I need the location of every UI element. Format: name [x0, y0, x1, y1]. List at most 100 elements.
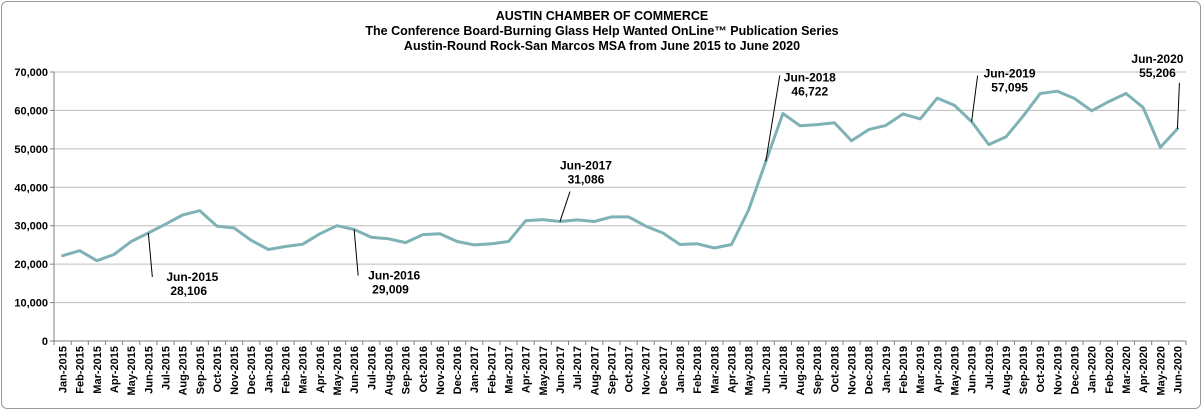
annotation-value: 46,722: [791, 84, 828, 98]
annotation-value: 31,086: [568, 173, 605, 187]
y-tick-label: 70,000: [14, 67, 48, 79]
y-tick-label: 50,000: [14, 144, 48, 156]
x-tick-label: May-2016: [332, 346, 344, 396]
x-tick-label: Apr-2018: [726, 346, 738, 393]
x-tick-label: Aug-2018: [795, 346, 807, 396]
y-tick-label: 0: [42, 336, 48, 348]
chart-subtitle-region: Austin-Round Rock-San Marcos MSA from Ju…: [403, 39, 801, 53]
x-tick-label: Dec-2017: [658, 346, 670, 394]
chart-titles: AUSTIN CHAMBER OF COMMERCE The Conferenc…: [0, 9, 1204, 54]
x-tick-label: Feb-2019: [898, 346, 910, 394]
x-tick-label: Dec-2018: [864, 346, 876, 394]
x-tick-label: Jan-2015: [58, 346, 70, 393]
y-tick-label: 10,000: [14, 298, 48, 310]
annotation-label: Jun-2015: [166, 270, 218, 284]
x-tick-label: Apr-2020: [1138, 346, 1150, 393]
annotation-value: 57,095: [991, 81, 1028, 95]
x-tick-label: Oct-2019: [1035, 346, 1047, 392]
x-tick-label: Sep-2019: [1018, 346, 1030, 394]
chart-title: AUSTIN CHAMBER OF COMMERCE: [495, 9, 709, 23]
x-tick-label: Jan-2020: [1087, 346, 1099, 393]
annotation-leader-line: [765, 75, 781, 162]
x-tick-label: Aug-2016: [383, 346, 395, 396]
chart-subtitle: The Conference Board-Burning Glass Help …: [365, 24, 839, 38]
x-tick-label: Aug-2017: [589, 346, 601, 396]
x-tick-label: Sep-2018: [812, 346, 824, 394]
annotation-leader-line: [353, 229, 359, 276]
x-tick-label: Apr-2017: [521, 346, 533, 393]
x-tick-label: Feb-2018: [692, 346, 704, 394]
x-tick-label: Aug-2015: [178, 346, 190, 396]
x-tick-label: Nov-2016: [435, 346, 447, 395]
x-tick-label: Jun-2018: [761, 346, 773, 394]
annotation-label: Jun-2019: [984, 67, 1036, 81]
x-tick-label: Mar-2017: [504, 346, 516, 394]
x-tick-label: Feb-2017: [486, 346, 498, 394]
y-tick-label: 20,000: [14, 259, 48, 271]
annotation-label: Jun-2020: [1131, 52, 1183, 66]
x-tick-label: Oct-2015: [212, 346, 224, 392]
x-axis-ticks: Jan-2015 Feb-2015 Mar-2015 Apr-2015 May-2015…: [53, 341, 1187, 396]
x-tick-label: Nov-2018: [847, 346, 859, 395]
x-tick-label: Mar-2015: [92, 346, 104, 394]
annotation-label: Jun-2017: [560, 159, 612, 173]
x-tick-label: Oct-2018: [829, 346, 841, 392]
x-tick-label: Jul-2015: [160, 346, 172, 390]
annotation-leader-line: [971, 75, 979, 122]
x-tick-label: Aug-2019: [1001, 346, 1013, 396]
x-tick-label: May-2020: [1155, 346, 1167, 396]
series-line: [61, 89, 1179, 263]
x-tick-label: Jul-2019: [984, 346, 996, 390]
x-tick-label: Jul-2016: [366, 346, 378, 390]
annotation-leader-line: [147, 232, 153, 278]
annotation-value: 28,106: [170, 284, 207, 298]
x-tick-label: Jun-2015: [143, 346, 155, 394]
x-tick-label: Mar-2016: [298, 346, 310, 394]
x-tick-label: Jun-2020: [1172, 346, 1184, 394]
series: [61, 89, 1179, 263]
x-tick-label: Feb-2020: [1104, 346, 1116, 394]
x-tick-label: May-2018: [744, 346, 756, 396]
x-tick-label: Jun-2017: [555, 346, 567, 394]
x-tick-label: Mar-2019: [915, 346, 927, 394]
y-tick-label: 60,000: [14, 105, 48, 117]
y-axis-ticks: 0 10,000 20,000 30,000 40,000 50,000 60,000 70,…: [14, 67, 54, 348]
x-tick-label: Sep-2016: [401, 346, 413, 394]
x-tick-label: Apr-2015: [109, 346, 121, 393]
annotation-label: Jun-2018: [784, 70, 836, 84]
x-tick-label: Feb-2016: [281, 346, 293, 394]
x-tick-label: Jun-2019: [967, 346, 979, 394]
annotation-value: 29,009: [372, 283, 409, 297]
axes: [53, 72, 1186, 342]
y-tick-label: 30,000: [14, 221, 48, 233]
x-tick-label: Sep-2017: [606, 346, 618, 394]
x-tick-label: Jan-2018: [675, 346, 687, 393]
x-tick-label: May-2019: [949, 346, 961, 396]
gridlines: [54, 71, 1186, 304]
x-tick-label: Sep-2015: [195, 346, 207, 394]
x-tick-label: Jun-2016: [349, 346, 361, 394]
x-tick-label: Nov-2019: [1052, 346, 1064, 395]
annotation-leader-line: [559, 191, 571, 222]
annotation-value: 55,206: [1139, 66, 1176, 80]
x-tick-label: Dec-2019: [1070, 346, 1082, 394]
x-tick-label: Jan-2017: [469, 346, 481, 393]
x-tick-label: Nov-2017: [641, 346, 653, 395]
x-tick-label: Dec-2016: [452, 346, 464, 394]
x-tick-label: Apr-2016: [315, 346, 327, 393]
x-tick-label: Jan-2016: [263, 346, 275, 393]
annotation-leader-line: [1176, 82, 1180, 129]
x-tick-label: Jul-2018: [778, 346, 790, 390]
x-tick-label: Oct-2016: [418, 346, 430, 392]
x-tick-label: Apr-2019: [932, 346, 944, 393]
x-tick-label: Jul-2017: [572, 346, 584, 390]
y-tick-label: 40,000: [14, 182, 48, 194]
